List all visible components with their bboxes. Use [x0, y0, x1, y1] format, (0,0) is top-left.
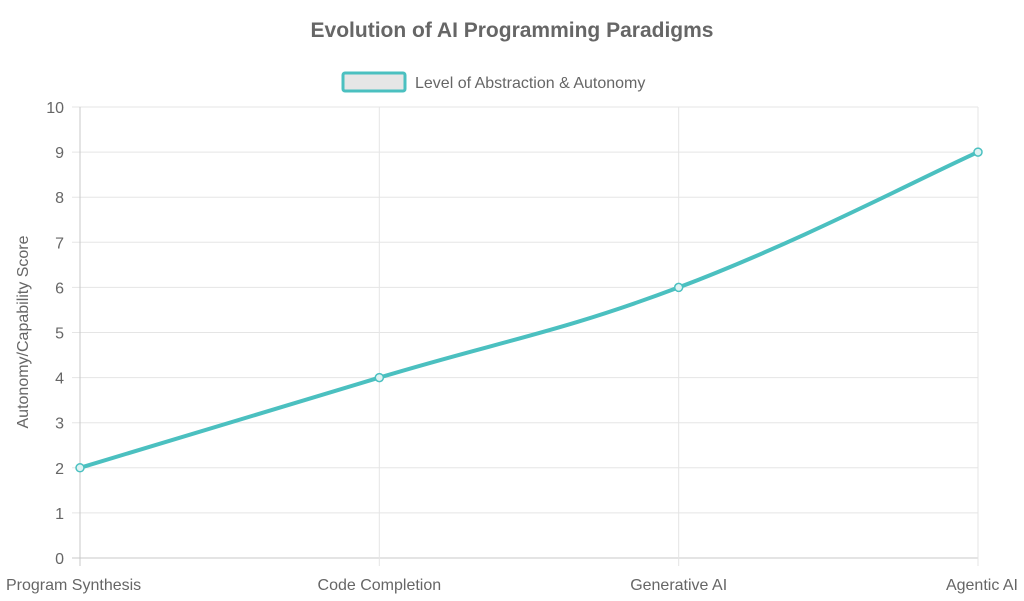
y-tick-label: 7 [55, 235, 64, 252]
y-tick-label: 10 [46, 100, 64, 117]
y-tick-label: 8 [55, 190, 64, 207]
y-tick-label: 3 [55, 416, 64, 433]
y-tick-label: 6 [55, 280, 64, 297]
legend-swatch [341, 71, 407, 93]
y-axis-title: Autonomy/Capability Score [15, 235, 32, 428]
grid [72, 106, 979, 566]
data-point[interactable] [673, 282, 684, 293]
data-point[interactable] [374, 372, 385, 383]
y-tick-label: 0 [55, 551, 64, 568]
x-tick-label: Code Completion [318, 577, 442, 594]
y-axis-ticks: 0 1 2 3 4 5 6 7 8 9 10 [46, 100, 64, 568]
y-tick-label: 4 [55, 371, 64, 388]
data-point[interactable] [75, 463, 85, 473]
x-tick-label: Program Synthesis [6, 577, 141, 594]
y-tick-label: 5 [55, 326, 64, 343]
series-line [78, 150, 980, 470]
x-axis-ticks: Program Synthesis Code Completion Generati… [6, 577, 1018, 594]
chart-title: Evolution of AI Programming Paradigms [311, 19, 714, 42]
data-point[interactable] [973, 147, 983, 157]
x-tick-label: Generative AI [630, 577, 727, 594]
legend[interactable]: Level of Abstraction & Autonomy [341, 71, 645, 93]
series-layer [75, 147, 983, 473]
y-tick-label: 2 [55, 461, 64, 478]
x-tick-label: Agentic AI [946, 577, 1018, 594]
y-tick-label: 1 [55, 506, 64, 523]
legend-label: Level of Abstraction & Autonomy [415, 75, 645, 92]
y-tick-label: 9 [55, 145, 64, 162]
